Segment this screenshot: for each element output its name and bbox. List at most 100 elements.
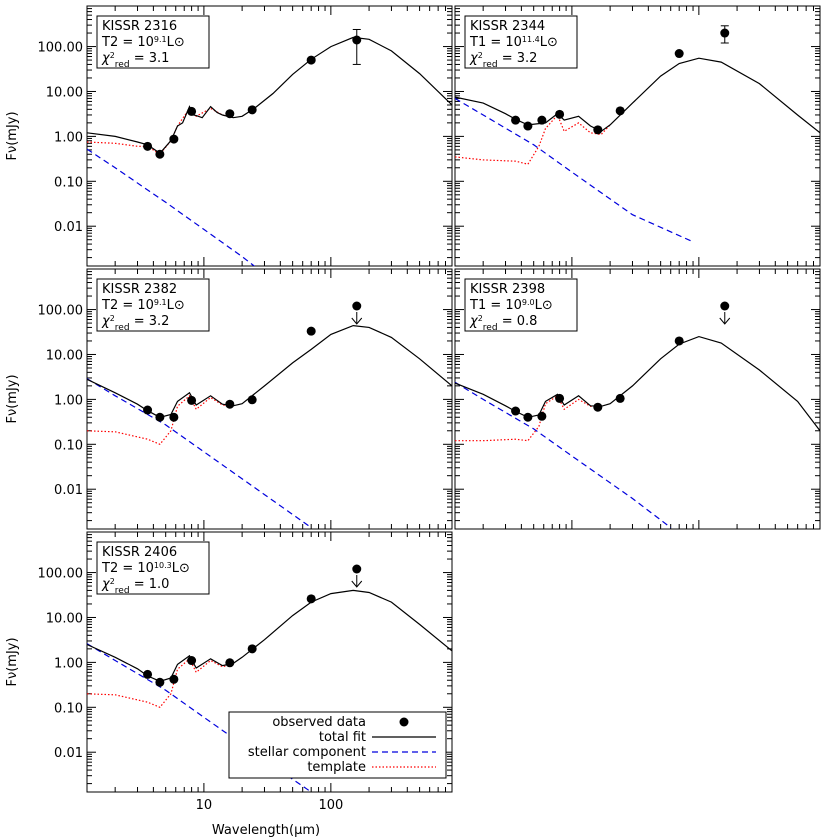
- y-axis-label: Fν(mJy): [5, 637, 20, 686]
- observed-data-point: [247, 644, 257, 654]
- upper-limit-arrowhead: [351, 317, 363, 325]
- observed-data-point: [143, 669, 153, 679]
- legend-label: stellar component: [248, 745, 366, 760]
- legend-marker-observed: [399, 717, 409, 727]
- observed-data-point: [155, 149, 165, 159]
- chi2-label: χ2red = 3.1: [101, 51, 169, 71]
- source-label-box: [96, 278, 210, 332]
- observed-data-point: [511, 115, 521, 125]
- observed-data-point: [352, 301, 362, 311]
- y-tick-label: 0.10: [54, 701, 83, 716]
- y-tick-label: 0.01: [54, 746, 83, 761]
- observed-data-point: [555, 393, 565, 403]
- observed-data-point: [523, 121, 533, 131]
- observed-data-point: [143, 405, 153, 415]
- template-curve: [87, 107, 234, 156]
- x-axis-label: Wavelength(μm): [212, 823, 320, 838]
- y-tick-label: 100.00: [38, 567, 84, 582]
- y-tick-label: 10.00: [46, 348, 83, 363]
- stellar-component-curve: [87, 378, 312, 529]
- observed-data-point: [537, 411, 547, 421]
- template-curve: [87, 394, 234, 446]
- y-tick-label: 100.00: [38, 304, 84, 319]
- observed-data-point: [593, 402, 603, 412]
- observed-data-point: [247, 395, 257, 405]
- legend-label: template: [307, 760, 366, 775]
- y-tick-label: 1.00: [54, 130, 83, 145]
- panel-4: 0.01 0.10 1.00 10.00 100.00 Fν(mJy) 10 100 KISSR…: [5, 531, 453, 813]
- template-curve: [455, 394, 602, 442]
- source-name: KISSR 2344: [470, 19, 545, 34]
- observed-data-point: [187, 395, 197, 405]
- y-tick-label: 0.10: [54, 438, 83, 453]
- template-curve: [455, 113, 611, 165]
- y-axis-label: Fν(mJy): [5, 374, 20, 423]
- source-label-box: [464, 15, 578, 69]
- observed-data-point: [225, 109, 235, 119]
- source-name: KISSR 2398: [470, 282, 545, 297]
- observed-data-point: [537, 115, 547, 125]
- source-name: KISSR 2382: [102, 282, 177, 297]
- chi2-label: χ2red = 3.2: [469, 51, 537, 71]
- y-tick-label: 0.10: [54, 175, 83, 190]
- legend-label: observed data: [272, 715, 366, 730]
- luminosity-label: T1 = 1011.4L⊙: [469, 35, 558, 51]
- observed-data-point: [187, 106, 197, 116]
- luminosity-label: T2 = 109.1L⊙: [101, 35, 185, 51]
- total-fit-curve: [455, 335, 820, 432]
- legend-label: total fit: [319, 730, 366, 745]
- y-tick-label: 10.00: [46, 85, 83, 100]
- y-tick-label: 0.01: [54, 483, 83, 498]
- luminosity-label: T2 = 1010.3L⊙: [101, 561, 190, 577]
- source-name: KISSR 2406: [102, 545, 177, 560]
- observed-data-point: [615, 393, 625, 403]
- observed-data-point: [306, 55, 316, 65]
- total-fit-curve: [455, 57, 820, 134]
- observed-data-point: [155, 412, 165, 422]
- observed-data-point: [225, 658, 235, 668]
- observed-data-point: [511, 406, 521, 416]
- observed-data-point: [523, 412, 533, 422]
- y-tick-label: 0.01: [54, 220, 83, 235]
- observed-data-point: [352, 564, 362, 574]
- chi2-label: χ2red = 3.2: [101, 314, 169, 334]
- observed-data-point: [306, 326, 316, 336]
- stellar-component-curve: [455, 381, 672, 529]
- observed-data-point: [593, 125, 603, 135]
- observed-data-point: [674, 336, 684, 346]
- observed-data-point: [720, 28, 730, 38]
- observed-data-point: [169, 674, 179, 684]
- observed-data-point: [169, 134, 179, 144]
- total-fit-curve: [87, 589, 452, 682]
- stellar-component-curve: [87, 148, 256, 266]
- template-curve: [87, 657, 234, 709]
- source-label-box: [464, 278, 578, 332]
- luminosity-label: T1 = 109.0L⊙: [469, 298, 553, 314]
- observed-data-point: [555, 109, 565, 119]
- observed-data-point: [143, 141, 153, 151]
- observed-data-point: [169, 412, 179, 422]
- stellar-component-curve: [455, 97, 694, 243]
- observed-data-point: [155, 677, 165, 687]
- observed-data-point: [352, 35, 362, 45]
- source-name: KISSR 2316: [102, 19, 177, 34]
- observed-data-point: [247, 105, 257, 115]
- source-label-box: [96, 541, 210, 595]
- y-tick-label: 100.00: [38, 41, 84, 56]
- y-tick-label: 1.00: [54, 656, 83, 671]
- upper-limit-arrowhead: [719, 317, 731, 325]
- x-tick-label: 10: [196, 798, 213, 813]
- legend-box: [228, 711, 447, 779]
- observed-data-point: [615, 106, 625, 116]
- panel-0: 0.01 0.10 1.00 10.00 100.00 Fν(mJy) KISSR 2316…: [5, 5, 453, 267]
- observed-data-point: [720, 301, 730, 311]
- upper-limit-arrowhead: [351, 580, 363, 588]
- observed-data-point: [225, 399, 235, 409]
- observed-data-point: [187, 656, 197, 666]
- panel-2: 0.01 0.10 1.00 10.00 100.00 Fν(mJy) KISSR 2382…: [5, 268, 453, 530]
- source-label-box: [96, 15, 210, 69]
